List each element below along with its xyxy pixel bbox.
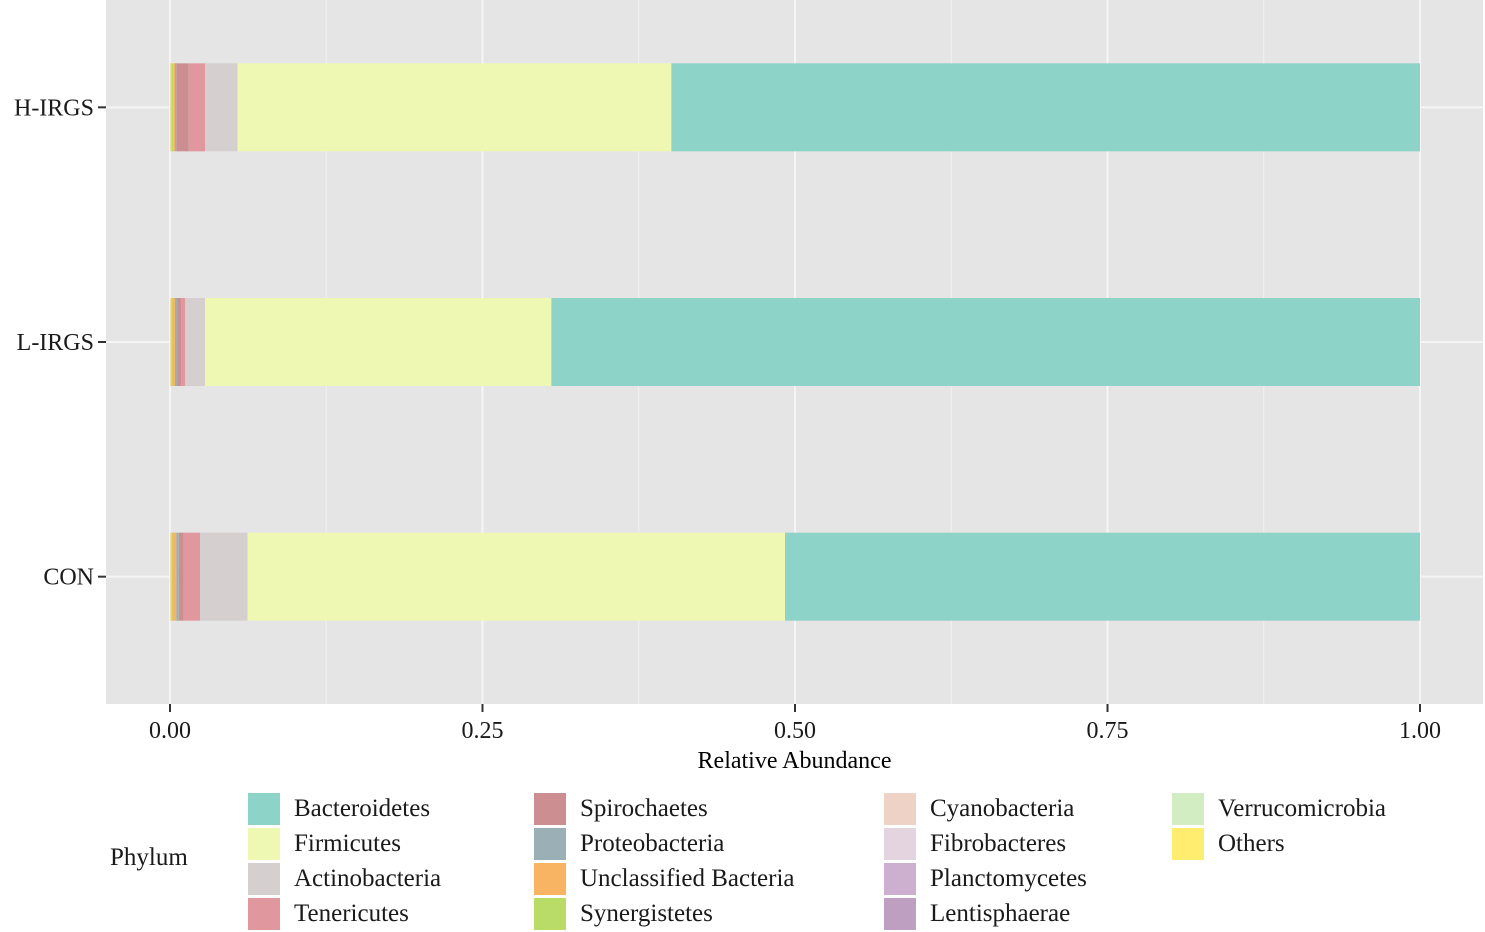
- legend-item: Actinobacteria: [248, 862, 441, 896]
- legend-label: Unclassified Bacteria: [580, 865, 795, 892]
- bar-segment: [172, 532, 177, 621]
- legend-swatch: [884, 863, 916, 895]
- bar-segment: [171, 298, 173, 386]
- x-tick-label: 1.00: [1399, 718, 1441, 744]
- bar-segment: [205, 298, 552, 386]
- legend-label: Firmicutes: [294, 830, 401, 857]
- legend-label: Actinobacteria: [294, 865, 442, 892]
- bar-segment: [671, 63, 1420, 152]
- legend-label: Lentisphaerae: [930, 900, 1071, 927]
- bar-segment: [175, 298, 178, 386]
- bars-group: [170, 63, 1420, 621]
- legend-item: Verrucomicrobia: [1172, 792, 1386, 826]
- x-axis: 0.00 0.25 0.50 0.75 1.00: [149, 704, 1441, 744]
- legend-item: Firmicutes: [248, 827, 401, 861]
- bar-segment: [176, 63, 189, 152]
- y-tick-label: H-IRGS: [14, 95, 94, 121]
- bar-segment: [176, 532, 179, 621]
- legend: Phylum Bacteroidetes Firmicutes Actinobact…: [0, 780, 1485, 932]
- x-tick-label: 0.50: [774, 718, 816, 744]
- bar-segment: [200, 532, 248, 621]
- legend-swatch: [248, 863, 280, 895]
- legend-item: Synergistetes: [534, 897, 713, 931]
- legend-item: Others: [1172, 827, 1285, 861]
- x-tick-label: 0.75: [1087, 718, 1129, 744]
- legend-item: Lentisphaerae: [884, 897, 1070, 931]
- legend-item: Cyanobacteria: [884, 792, 1074, 826]
- legend-label: Fibrobacteres: [930, 830, 1067, 857]
- bar-segment: [785, 532, 1420, 621]
- bar-segment: [178, 532, 184, 621]
- legend-item: Fibrobacteres: [884, 827, 1066, 861]
- legend-swatch: [884, 828, 916, 860]
- bar-segment: [170, 532, 172, 621]
- y-tick-label: L-IRGS: [17, 330, 94, 356]
- bar-segment: [171, 63, 174, 152]
- bar-segment: [172, 298, 175, 386]
- x-tick-label: 0.25: [462, 718, 504, 744]
- legend-swatch: [884, 793, 916, 825]
- bar-segment: [181, 298, 185, 386]
- bar-segment: [170, 63, 171, 152]
- bar-segment: [170, 532, 171, 621]
- y-axis: H-IRGS L-IRGS CON: [14, 95, 106, 591]
- legend-item: Spirochaetes: [534, 792, 708, 826]
- legend-item: Proteobacteria: [534, 827, 724, 861]
- legend-item: Bacteroidetes: [248, 792, 430, 826]
- legend-swatch: [248, 828, 280, 860]
- legend-label: Synergistetes: [580, 900, 713, 927]
- bar-segment: [247, 532, 785, 621]
- bar-segment: [170, 63, 172, 152]
- bar-segment: [170, 298, 172, 386]
- legend-item: Planctomycetes: [884, 862, 1087, 896]
- legend-label: Others: [1218, 830, 1285, 857]
- bar-segment: [170, 298, 171, 386]
- bar-segment: [175, 63, 177, 152]
- bar-segment: [205, 63, 238, 152]
- legend-item: Tenericutes: [248, 897, 409, 931]
- bar-segment: [183, 532, 200, 621]
- bar-segment: [551, 298, 1420, 386]
- legend-label: Proteobacteria: [580, 830, 725, 857]
- bar-segment: [237, 63, 672, 152]
- legend-title: Phylum: [110, 844, 188, 871]
- legend-swatch: [534, 793, 566, 825]
- legend-item: Unclassified Bacteria: [534, 862, 795, 896]
- legend-swatch: [1172, 793, 1204, 825]
- bar-segment: [188, 63, 205, 152]
- legend-label: Bacteroidetes: [294, 795, 431, 822]
- legend-swatch: [248, 898, 280, 930]
- bar-segment: [177, 298, 182, 386]
- legend-swatch: [1172, 828, 1204, 860]
- bar-segment: [170, 532, 171, 621]
- legend-swatch: [534, 828, 566, 860]
- legend-swatch: [248, 793, 280, 825]
- y-tick-label: CON: [43, 565, 94, 591]
- bar-segment: [170, 63, 171, 152]
- bar-segment: [173, 63, 175, 152]
- legend-swatch: [534, 898, 566, 930]
- legend-label: Tenericutes: [294, 900, 409, 927]
- legend-label: Planctomycetes: [930, 865, 1087, 892]
- bar-segment: [170, 298, 171, 386]
- stacked-bar-chart: H-IRGS L-IRGS CON 0.00 0.25 0.50 0.75 1.00 Rel…: [14, 0, 1483, 774]
- bar-segment: [185, 298, 205, 386]
- legend-label: Cyanobacteria: [930, 795, 1075, 822]
- legend-swatch: [884, 898, 916, 930]
- x-tick-label: 0.00: [149, 718, 191, 744]
- legend-label: Verrucomicrobia: [1218, 795, 1386, 822]
- x-axis-title: Relative Abundance: [698, 748, 892, 774]
- legend-swatch: [534, 863, 566, 895]
- bar-segment: [171, 532, 173, 621]
- legend-label: Spirochaetes: [580, 795, 708, 822]
